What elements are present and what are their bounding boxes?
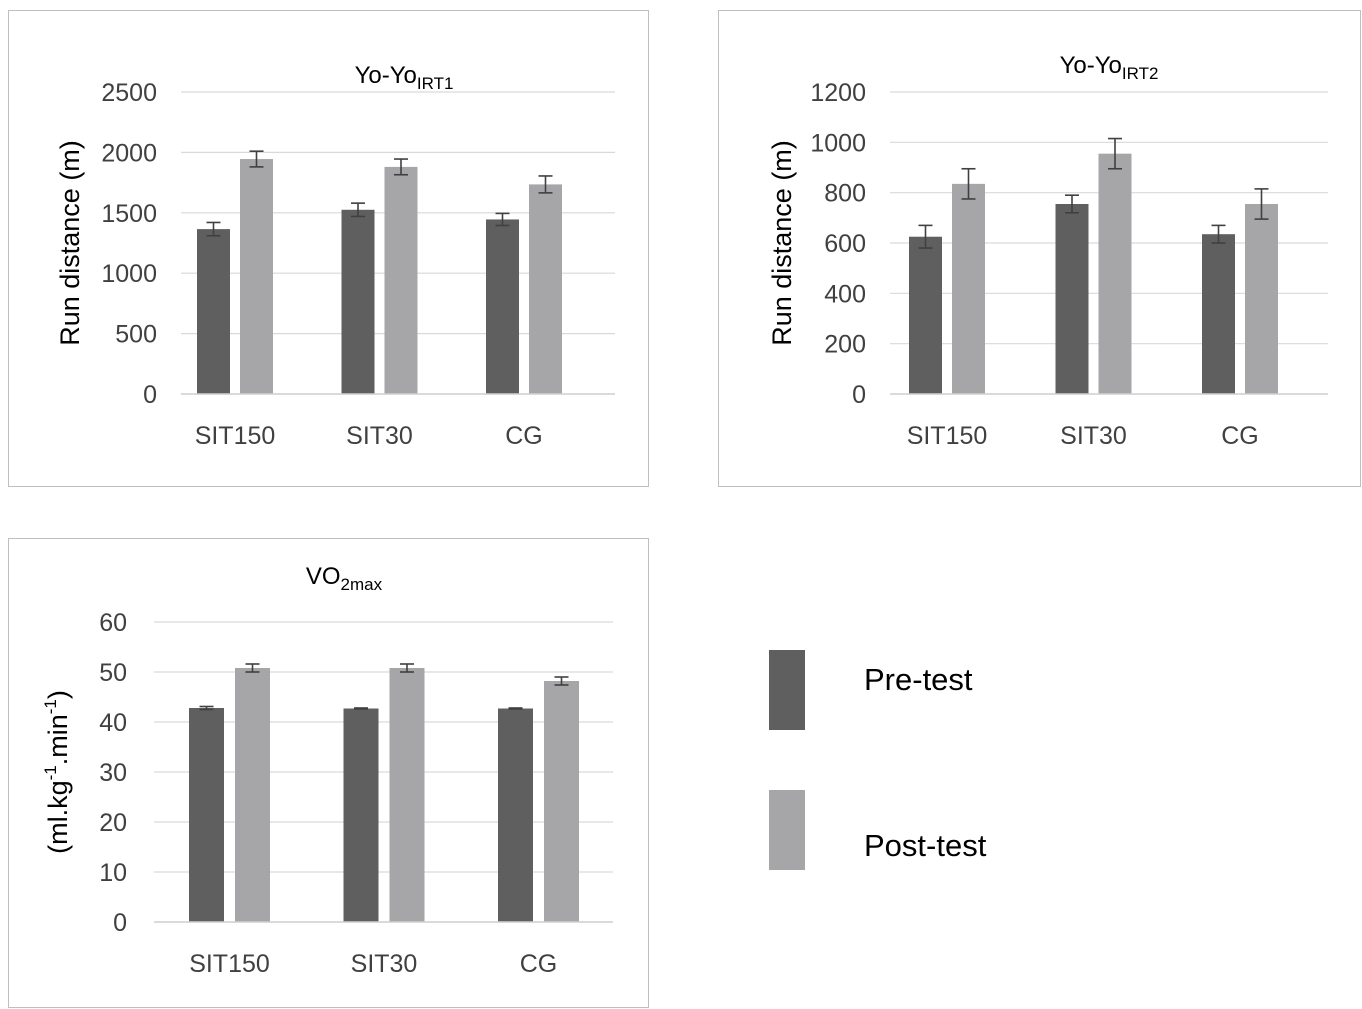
chart-vo2max: 0102030405060VO2max(ml.kg-1.min-1)SIT150… (41, 563, 613, 978)
y-tick-label: 0 (852, 381, 866, 409)
chart-yoyo-irt2: 0 200 400 600 800 1000 1200 Yo-YoIRT2 Run distan… (767, 52, 1328, 450)
chart-panel-vo2max: 0 10 20 30 40 50 60 VO2max (ml.kg-1.min-1) SIT150… (8, 538, 649, 1008)
bar-pre-test-cg (486, 219, 519, 394)
bar-pre-test-sit30 (343, 708, 379, 922)
error-bar (199, 705, 214, 711)
x-category-label: CG (520, 950, 558, 978)
y-tick-label: 400 (824, 280, 866, 308)
bar-post-test-sit30 (1098, 153, 1132, 394)
chart-title-main: VO (306, 563, 341, 590)
error-bar (495, 212, 510, 227)
bar-post-test-cg (544, 681, 579, 922)
y-axis-label-superscript: -1 (41, 765, 60, 780)
bar-post-test-sit30 (389, 668, 425, 922)
error-bar (508, 707, 523, 710)
x-category-label: SIT30 (351, 950, 418, 978)
x-category-label: SIT30 (346, 422, 413, 450)
bar-pre-test-sit30 (1055, 203, 1089, 394)
error-bar (918, 224, 933, 249)
bar-pre-test-cg (498, 708, 533, 922)
error-bar (554, 676, 569, 686)
chart-title: VO2max (306, 563, 383, 594)
error-bar (1108, 137, 1122, 170)
error-bar (394, 158, 408, 176)
error-bar (1211, 224, 1226, 244)
chart-title-subscript: IRT2 (1122, 64, 1159, 83)
error-bar (1254, 188, 1269, 220)
bar-post-test-cg (529, 184, 562, 394)
y-tick-label: 50 (99, 659, 127, 687)
error-bar (351, 202, 365, 218)
bar-post-test-sit150 (240, 159, 273, 394)
x-category-label: SIT30 (1060, 422, 1127, 450)
y-axis-label-superscript: -1 (41, 699, 60, 714)
error-bar (538, 175, 553, 194)
chart-title-main: Yo-Yo (355, 62, 417, 89)
legend-label-post-test: Post-test (864, 828, 987, 863)
legend-swatch-post-test (769, 790, 805, 870)
y-axis-label: (ml.kg-1.min-1) (41, 690, 73, 854)
y-axis-label: Run distance (m) (767, 140, 797, 346)
y-axis-label-part: ) (43, 690, 73, 699)
y-tick-label: 2000 (101, 139, 157, 167)
legend-swatch-pre-test (769, 650, 805, 730)
y-tick-label: 10 (99, 859, 127, 887)
legend-label-pre-test: Pre-test (864, 662, 973, 697)
chart-title-subscript: 2max (341, 575, 383, 594)
error-bar (245, 663, 260, 673)
bar-pre-test-sit150 (197, 229, 230, 394)
bar-post-test-sit30 (384, 166, 418, 394)
chart-panel-yoyo-irt1: 0 500 1000 1500 2000 2500 Yo-YoIRT1 Run distanc… (8, 10, 649, 487)
y-tick-label: 60 (99, 609, 127, 637)
chart-title-subscript: IRT1 (417, 74, 454, 93)
bar-post-test-cg (1245, 203, 1278, 394)
bar-post-test-sit150 (235, 668, 270, 922)
y-tick-label: 1200 (810, 79, 866, 107)
y-tick-label: 20 (99, 809, 127, 837)
bar-pre-test-sit150 (189, 708, 224, 922)
error-bar (206, 221, 221, 237)
y-tick-label: 1500 (101, 200, 157, 228)
x-category-label: CG (1221, 422, 1259, 450)
y-tick-label: 40 (99, 709, 127, 737)
x-category-label: CG (505, 422, 543, 450)
y-axis-label-part: .min (43, 714, 73, 765)
chart-yoyo-irt1: 0 500 1000 1500 2000 2500 Yo-YoIRT1 Run distanc… (55, 62, 615, 450)
error-bar (961, 167, 976, 200)
y-tick-label: 30 (99, 759, 127, 787)
y-tick-label: 2500 (101, 79, 157, 107)
y-tick-label: 1000 (101, 260, 157, 288)
x-category-label: SIT150 (189, 950, 270, 978)
y-tick-label: 200 (824, 331, 866, 359)
bar-post-test-sit150 (952, 183, 985, 394)
y-tick-label: 500 (115, 321, 157, 349)
error-bar (400, 663, 414, 673)
x-category-label: SIT150 (907, 422, 988, 450)
chart-title-main: Yo-Yo (1060, 52, 1122, 79)
y-axis-label: Run distance (m) (55, 140, 85, 346)
bar-pre-test-cg (1202, 234, 1235, 394)
y-tick-label: 800 (824, 180, 866, 208)
y-tick-label: 600 (824, 230, 866, 258)
error-bar (249, 150, 264, 168)
chart-panel-yoyo-irt2: 0 200 400 600 800 1000 1200 Yo-YoIRT2 Run distan… (718, 10, 1361, 487)
y-tick-label: 1000 (810, 129, 866, 157)
y-tick-label: 0 (143, 381, 157, 409)
bar-pre-test-sit150 (909, 236, 942, 394)
bar-pre-test-sit30 (341, 209, 375, 394)
x-category-label: SIT150 (195, 422, 276, 450)
chart-title: Yo-YoIRT2 (1060, 52, 1159, 83)
y-axis-label-part: (ml.kg (43, 780, 73, 854)
legend: Pre-test Post-test (760, 640, 1180, 900)
chart-title: Yo-YoIRT1 (355, 62, 454, 93)
y-tick-label: 0 (113, 909, 127, 937)
error-bar (1065, 194, 1079, 214)
error-bar (354, 707, 368, 710)
